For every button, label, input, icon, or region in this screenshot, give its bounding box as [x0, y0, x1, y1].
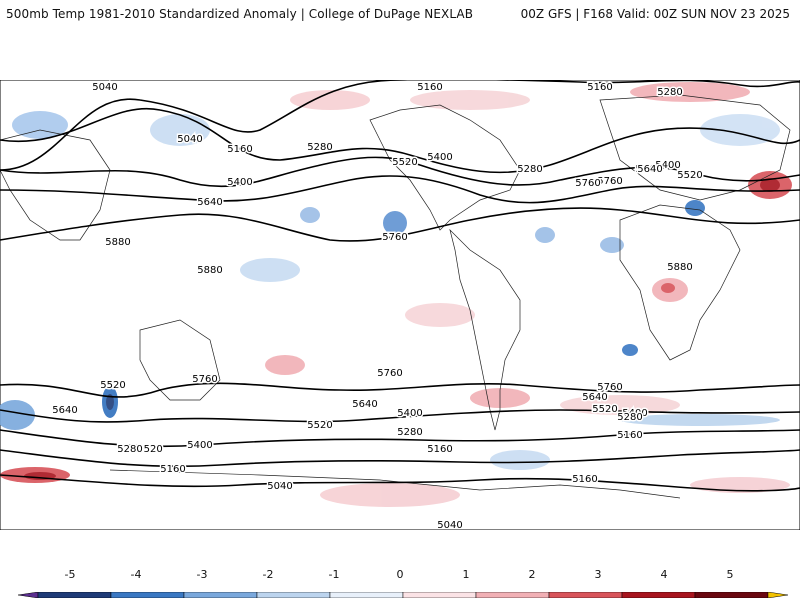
map-background — [0, 80, 800, 530]
contour-label: 5280 — [617, 412, 642, 423]
header: 500mb Temp 1981-2010 Standardized Anomal… — [0, 0, 800, 28]
contour-label: 5640 — [352, 399, 377, 410]
legend-tick-label: -4 — [130, 568, 142, 581]
contour-labels: 5040 5160 51605280504052805160540055205400… — [51, 81, 704, 531]
map-title: 500mb Temp 1981-2010 Standardized Anomal… — [6, 7, 474, 21]
legend-swatch — [329, 592, 404, 598]
legend-tick-label: 1 — [462, 568, 470, 581]
contour-label: 5400 — [622, 408, 647, 419]
anomaly-shading — [0, 82, 792, 507]
contour-label: 5280 — [117, 444, 142, 455]
contour-label: 5760 — [192, 374, 217, 385]
legend-tick-label: -2 — [262, 568, 274, 581]
model-run-info: 00Z GFS | F168 Valid: 00Z SUN NOV 23 202… — [520, 7, 790, 21]
color-legend: -5 -4 -3 -2 -1 0 1 2 3 4 5 — [0, 568, 800, 600]
contour-label: 5400 — [427, 152, 452, 163]
contour-label: 5760 — [597, 382, 622, 393]
contour-label: 5160 — [572, 474, 597, 485]
legend-swatch — [475, 592, 550, 598]
contour-label: 5400 — [227, 177, 252, 188]
legend-swatch — [621, 592, 696, 598]
contour-label: 5160 — [427, 445, 452, 456]
contour-label: 5400 — [397, 408, 422, 419]
contour-label: 5640 — [635, 164, 660, 175]
contour-label: 5040 — [177, 134, 202, 145]
contour-label: 5520 — [592, 404, 617, 415]
contour-label: 5040 — [92, 82, 117, 93]
contour-label: 5280 — [517, 164, 542, 175]
legend-swatch — [402, 592, 477, 598]
contour-label: 5280 — [397, 427, 422, 438]
contour-label: 5520 — [137, 444, 162, 455]
contour-label: 5880 — [105, 237, 130, 248]
anomaly-map: 5040 5160 51605280504052805160540055205400… — [0, 80, 800, 530]
contour-label: 5880 — [667, 262, 692, 273]
contour-label: 5400 — [187, 440, 212, 451]
contour-label: 5760 — [575, 178, 600, 189]
contour-label: 5520 — [392, 157, 417, 168]
contour-label: 5160 — [160, 464, 185, 475]
legend-tick-label: 2 — [528, 568, 536, 581]
contour-label: 5160 — [227, 144, 252, 155]
contour-label: 5760 — [377, 368, 402, 379]
contour-label: 5520 — [100, 380, 125, 391]
legend-max-arrow — [767, 592, 788, 598]
contour-label: 5640 — [637, 164, 662, 175]
contour-label: 5400 — [655, 160, 680, 171]
contour-label: 5280 — [657, 87, 682, 98]
contour-label: 5640 — [52, 405, 77, 416]
contour-label: 5160 — [427, 444, 452, 455]
contour-label: 5040 — [267, 481, 292, 492]
contour-label: 5160 — [417, 82, 442, 93]
height-contours — [0, 80, 800, 492]
legend-tick-label: -5 — [64, 568, 76, 581]
contour-label: 5640 — [197, 197, 222, 208]
contour-label: 5880 — [197, 265, 222, 276]
legend-swatch — [183, 592, 258, 598]
legend-tick-label: 4 — [660, 568, 668, 581]
legend-swatch — [694, 592, 769, 598]
legend-swatch — [37, 592, 112, 598]
legend-tick-label: 5 — [726, 568, 734, 581]
legend-swatch — [548, 592, 623, 598]
legend-colorbar — [18, 592, 788, 598]
contour-label: 5040 — [437, 520, 462, 530]
contour-label: 5520 — [307, 420, 332, 431]
legend-swatch — [110, 592, 185, 598]
contour-label: 5160 — [617, 430, 642, 441]
contour-label: 5760 — [382, 232, 407, 243]
legend-tick-label: -1 — [328, 568, 340, 581]
legend-swatch — [256, 592, 331, 598]
legend-tick-label: 3 — [594, 568, 602, 581]
contour-label: 5280 — [307, 142, 332, 153]
legend-min-arrow — [18, 592, 39, 598]
contour-label: 5520 — [677, 170, 702, 181]
contour-label: 5160 — [587, 82, 612, 93]
legend-tick-label: 0 — [396, 568, 404, 581]
contour-label: 5760 — [597, 176, 622, 187]
legend-tick-label: -3 — [196, 568, 208, 581]
contour-label: 5640 — [582, 392, 607, 403]
